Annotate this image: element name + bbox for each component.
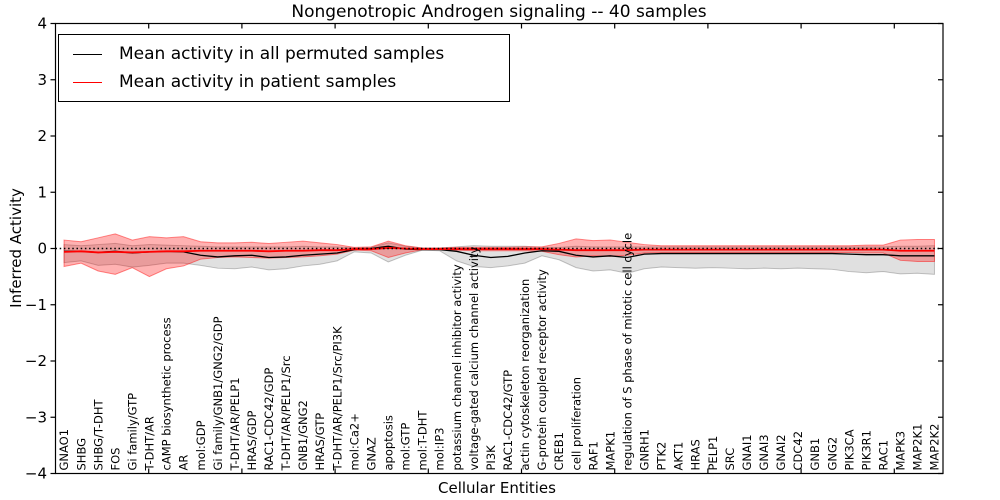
- x-category-label: mol:GTP: [399, 423, 413, 471]
- x-axis-label: Cellular Entities: [438, 479, 556, 497]
- chart-title: Nongenotropic Androgen signaling -- 40 s…: [291, 2, 707, 22]
- x-category-label: RAF1: [586, 441, 600, 470]
- permuted-mean-line: [64, 245, 935, 259]
- x-category-label: GNAI3: [757, 434, 771, 470]
- x-category-label: PELP1: [706, 436, 720, 471]
- x-category-label: HRAS/GDP: [245, 411, 259, 471]
- y-tick-label: 4: [37, 15, 47, 33]
- x-category-label: mol:GDP: [194, 420, 208, 470]
- x-category-label: HRAS: [689, 439, 703, 470]
- legend-label-patient: Mean activity in patient samples: [119, 72, 397, 92]
- y-tick-label: −3: [25, 408, 47, 426]
- x-category-label: GNRH1: [638, 429, 652, 470]
- x-category-label: apoptosis: [382, 415, 396, 470]
- x-category-label: CREB1: [552, 432, 566, 471]
- x-category-label: PI3K: [484, 445, 498, 471]
- x-category-label: T-DHT/AR/PELP1: [228, 377, 242, 471]
- x-category-label: SRC: [723, 448, 737, 471]
- x-category-label: RAC1-CDC42/GDP: [262, 368, 276, 471]
- x-category-label: voltage-gated calcium channel activity: [467, 247, 481, 471]
- x-category-label: GNB1/GNG2: [296, 400, 310, 470]
- x-category-label: MAPK1: [603, 431, 617, 471]
- x-category-label: T-DHT/AR/PELP1/Src: [279, 355, 293, 471]
- x-category-label: AKT1: [672, 442, 686, 471]
- x-category-label: actin cytoskeleton reorganization: [518, 279, 532, 471]
- x-category-label: T-DHT/AR/PELP1/Src/PI3K: [330, 326, 344, 472]
- x-category-label: GNAI2: [774, 434, 788, 470]
- patient-mean-line: [64, 247, 935, 254]
- y-tick-label: −1: [25, 296, 47, 314]
- x-category-label: GNB1: [808, 438, 822, 471]
- x-category-label: PIK3CA: [842, 429, 856, 470]
- y-tick-label: −2: [25, 352, 47, 370]
- y-tick-label: −4: [25, 465, 47, 483]
- x-category-label: GNAZ: [364, 437, 378, 470]
- x-category-label: Gi family/GTP: [126, 393, 140, 471]
- x-category-label: T-DHT/AR: [143, 416, 157, 471]
- y-tick-label: 1: [37, 183, 47, 201]
- x-category-label: MAP2K1: [911, 424, 925, 471]
- legend: Mean activity in all permuted samples Me…: [58, 34, 510, 102]
- legend-line-swatch-patient: [73, 81, 102, 83]
- legend-line-swatch-permuted: [73, 53, 102, 55]
- x-category-label: cell proliferation: [569, 377, 583, 471]
- x-category-label: SHBG/T-DHT: [91, 398, 105, 470]
- x-category-label: GNAO1: [57, 429, 71, 471]
- y-tick-label: 3: [37, 71, 47, 89]
- x-category-label: cAMP biosynthetic process: [160, 317, 174, 470]
- x-category-label: G-protein coupled receptor activity: [535, 269, 549, 471]
- y-axis-label: Inferred Activity: [7, 188, 25, 308]
- x-category-label: MAP2K2: [928, 424, 942, 471]
- x-category-label: mol:T-DHT: [416, 410, 430, 471]
- x-category-label: GNG2: [825, 437, 839, 471]
- legend-entry-patient: Mean activity in patient samples: [59, 68, 509, 96]
- x-category-label: Gi family/GNB1/GNG2/GDP: [211, 316, 225, 470]
- y-tick-label: 0: [37, 240, 47, 258]
- x-category-label: potassium channel inhibitor activity: [450, 264, 464, 470]
- x-category-label: HRAS/GTP: [313, 413, 327, 471]
- y-tick-label: 2: [37, 127, 47, 145]
- x-category-label: mol:IP3: [433, 428, 447, 471]
- x-category-label: CDC42: [791, 431, 805, 471]
- x-category-label: AR: [177, 455, 191, 471]
- x-category-label: GNAI1: [740, 434, 754, 470]
- x-category-label: mol:Ca2+: [347, 413, 361, 470]
- x-category-label: RAC1-CDC42/GTP: [501, 370, 515, 471]
- x-category-label: RAC1: [876, 440, 890, 471]
- x-category-label: SHBG: [74, 438, 88, 471]
- x-category-label: regulation of S phase of mitotic cell cy…: [620, 233, 634, 471]
- legend-entry-permuted: Mean activity in all permuted samples: [59, 40, 509, 68]
- patient-samples-std-band: [63, 233, 935, 278]
- legend-label-permuted: Mean activity in all permuted samples: [119, 44, 445, 64]
- x-category-label: PTK2: [655, 442, 669, 471]
- x-category-label: MAPK3: [894, 431, 908, 471]
- x-category-label: FOS: [108, 448, 122, 471]
- x-category-label: PIK3R1: [859, 430, 873, 471]
